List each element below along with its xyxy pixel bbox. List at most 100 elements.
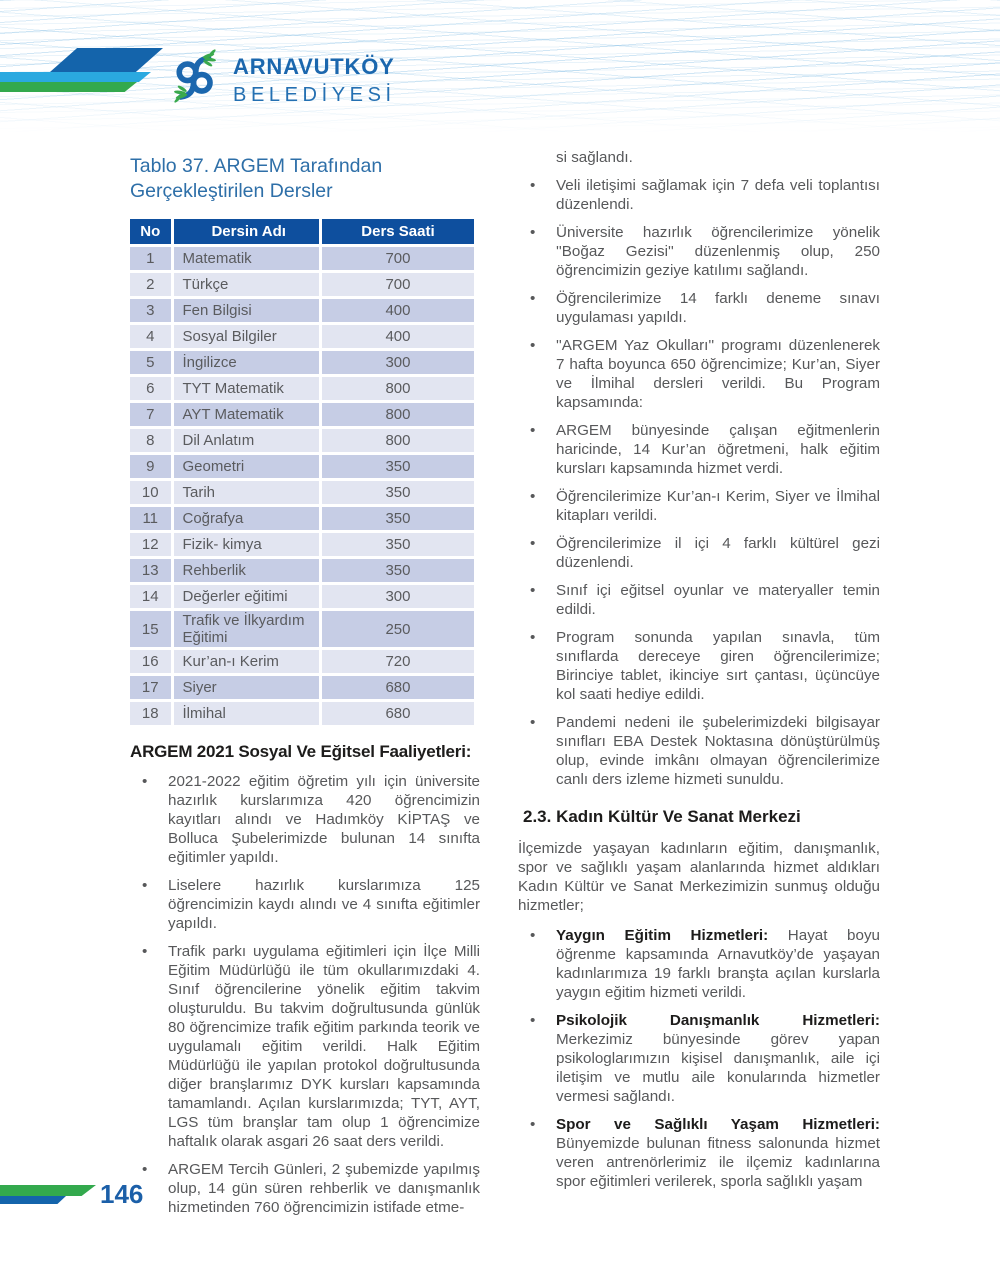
municipality-logo-icon bbox=[174, 49, 216, 103]
cell-name: Geometri bbox=[173, 455, 319, 478]
col-header-no: No bbox=[130, 219, 171, 244]
brand-line-1: ARNAVUTKÖY bbox=[233, 54, 395, 79]
table-title-line2: Gerçekleştirilen Dersler bbox=[130, 180, 333, 202]
cell-name: Coğrafya bbox=[173, 507, 319, 530]
list-item: 2021-2022 eğitim öğretim yılı için ünive… bbox=[130, 772, 480, 867]
list-item: ARGEM bünyesinde çalışan eğitmenlerin ha… bbox=[518, 421, 880, 478]
service-lead: Spor ve Sağlıklı Yaşam Hizmetleri: bbox=[556, 1116, 880, 1133]
argem-activities-heading: ARGEM 2021 Sosyal Ve Eğitsel Faaliyetler… bbox=[130, 742, 472, 761]
cell-no: 15 bbox=[130, 611, 171, 647]
list-item: Program sonunda yapılan sınavla, tüm sın… bbox=[518, 628, 880, 704]
cell-hours: 700 bbox=[321, 273, 474, 296]
cell-name: Fen Bilgisi bbox=[173, 299, 319, 322]
cell-hours: 350 bbox=[321, 481, 474, 504]
table-row: 4 Sosyal Bilgiler 400 bbox=[130, 325, 474, 348]
list-item: Psikolojik Danışmanlık Hizmetleri: Merke… bbox=[518, 1011, 880, 1106]
table-row: 15 Trafik ve İlkyardım Eğitimi 250 bbox=[130, 611, 474, 647]
right-column: si sağlandı. Veli iletişimi sağlamak içi… bbox=[518, 148, 880, 1226]
brand-line-2: BELEDİYESİ bbox=[233, 84, 396, 106]
courses-table-header: No Dersin Adı Ders Saati bbox=[130, 219, 474, 244]
cell-name: İngilizce bbox=[173, 351, 319, 374]
cell-hours: 800 bbox=[321, 403, 474, 426]
table-row: 9 Geometri 350 bbox=[130, 455, 474, 478]
courses-table-body: 1 Matematik 700 2 Türkçe 700 3 Fen Bilgisi 400… bbox=[130, 247, 474, 725]
table-row: 13 Rehberlik 350 bbox=[130, 559, 474, 582]
table-row: 2 Türkçe 700 bbox=[130, 273, 474, 296]
cell-name: Sosyal Bilgiler bbox=[173, 325, 319, 348]
argem-activities-list: 2021-2022 eğitim öğretim yılı için ünive… bbox=[130, 772, 480, 1217]
table-header-row: No Dersin Adı Ders Saati bbox=[130, 219, 474, 244]
page-number: 146 bbox=[100, 1179, 144, 1209]
page-body: Tablo 37. ARGEM Tarafından Gerçekleştiri… bbox=[130, 148, 880, 1226]
cell-name: Kur’an-ı Kerim bbox=[173, 650, 319, 673]
cell-name: Türkçe bbox=[173, 273, 319, 296]
guilloche-line-pattern bbox=[0, 0, 1000, 138]
cell-no: 14 bbox=[130, 585, 171, 608]
cell-no: 10 bbox=[130, 481, 171, 504]
cell-no: 7 bbox=[130, 403, 171, 426]
cell-hours: 350 bbox=[321, 533, 474, 556]
cell-hours: 300 bbox=[321, 585, 474, 608]
cell-hours: 400 bbox=[321, 299, 474, 322]
list-item: ''ARGEM Yaz Okulları'' programı düzenlen… bbox=[518, 336, 880, 412]
cell-no: 13 bbox=[130, 559, 171, 582]
col-header-name: Dersin Adı bbox=[173, 219, 319, 244]
cell-name: Değerler eğitimi bbox=[173, 585, 319, 608]
header-stripe-green bbox=[0, 82, 137, 92]
cell-no: 5 bbox=[130, 351, 171, 374]
cell-no: 12 bbox=[130, 533, 171, 556]
list-item: ARGEM Tercih Günleri, 2 şubemizde yapılm… bbox=[130, 1160, 480, 1217]
cell-name: TYT Matematik bbox=[173, 377, 319, 400]
table-row: 1 Matematik 700 bbox=[130, 247, 474, 270]
argem-activities-list-continued: Veli iletişimi sağlamak için 7 defa veli… bbox=[518, 176, 880, 789]
cell-hours: 680 bbox=[321, 676, 474, 699]
cell-hours: 350 bbox=[321, 559, 474, 582]
list-item: Trafik parkı uygulama eğitimleri için İl… bbox=[130, 942, 480, 1151]
page-header: ARNAVUTKÖY BELEDİYESİ bbox=[0, 0, 1000, 138]
cell-no: 8 bbox=[130, 429, 171, 452]
section-heading-kadin-kultur: 2.3. Kadın Kültür Ve Sanat Merkezi bbox=[523, 807, 801, 826]
cell-no: 6 bbox=[130, 377, 171, 400]
cell-no: 4 bbox=[130, 325, 171, 348]
table-row: 12 Fizik- kimya 350 bbox=[130, 533, 474, 556]
list-item: Öğrencilerimize 14 farklı deneme sınavı … bbox=[518, 289, 880, 327]
brand-name: ARNAVUTKÖY BELEDİYESİ bbox=[233, 54, 396, 106]
cell-name: İlmihal bbox=[173, 702, 319, 725]
header-stripe-cyan bbox=[0, 72, 151, 82]
service-text: Hayat boyu öğrenme kapsamında Arnavutköy… bbox=[556, 927, 880, 1001]
list-item: Öğrencilerimize Kur’an-ı Kerim, Siyer ve… bbox=[518, 487, 880, 525]
list-item: Yaygın Eğitim Hizmetleri: Hayat boyu öğr… bbox=[518, 926, 880, 1002]
cell-no: 1 bbox=[130, 247, 171, 270]
cell-no: 16 bbox=[130, 650, 171, 673]
cell-name: Fizik- kimya bbox=[173, 533, 319, 556]
cell-hours: 350 bbox=[321, 507, 474, 530]
table-row: 6 TYT Matematik 800 bbox=[130, 377, 474, 400]
table-row: 10 Tarih 350 bbox=[130, 481, 474, 504]
cell-no: 18 bbox=[130, 702, 171, 725]
table-row: 14 Değerler eğitimi 300 bbox=[130, 585, 474, 608]
cell-hours: 800 bbox=[321, 377, 474, 400]
table-title-line1: Tablo 37. ARGEM Tarafından bbox=[130, 155, 383, 177]
continuation-text: si sağlandı. bbox=[556, 149, 633, 166]
list-item: Üniversite hazırlık öğrencilerimize yöne… bbox=[518, 223, 880, 280]
cell-hours: 800 bbox=[321, 429, 474, 452]
cell-name: Trafik ve İlkyardım Eğitimi bbox=[173, 611, 319, 647]
cell-hours: 250 bbox=[321, 611, 474, 647]
list-item: Pandemi nedeni ile şubelerimizdeki bilgi… bbox=[518, 713, 880, 789]
cell-hours: 720 bbox=[321, 650, 474, 673]
cell-name: Matematik bbox=[173, 247, 319, 270]
services-list: Yaygın Eğitim Hizmetleri: Hayat boyu öğr… bbox=[518, 926, 880, 1191]
cell-hours: 300 bbox=[321, 351, 474, 374]
list-item: Liselere hazırlık kurslarımıza 125 öğren… bbox=[130, 876, 480, 933]
cell-no: 17 bbox=[130, 676, 171, 699]
service-lead: Psikolojik Danışmanlık Hizmetleri: bbox=[556, 1012, 880, 1029]
table-row: 18 İlmihal 680 bbox=[130, 702, 474, 725]
footer-stripe-blue bbox=[0, 1196, 66, 1204]
section-intro-paragraph: İlçemizde yaşayan kadınların eğitim, dan… bbox=[518, 840, 880, 914]
left-column: Tablo 37. ARGEM Tarafından Gerçekleştiri… bbox=[130, 148, 480, 1226]
table-row: 11 Coğrafya 350 bbox=[130, 507, 474, 530]
list-item: Sınıf içi eğitsel oyunlar ve materyaller… bbox=[518, 581, 880, 619]
table-row: 8 Dil Anlatım 800 bbox=[130, 429, 474, 452]
service-text: Bünyemizde bulunan fitness salonunda hiz… bbox=[556, 1135, 880, 1190]
cell-hours: 680 bbox=[321, 702, 474, 725]
